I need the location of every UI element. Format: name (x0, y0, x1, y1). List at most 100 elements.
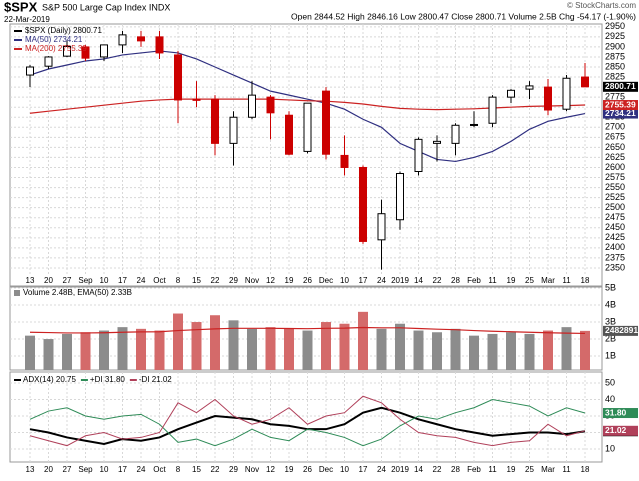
adx-line (29, 395, 586, 447)
x-tick-label: Mar (541, 276, 555, 285)
x-tick-label: Feb (467, 465, 481, 474)
candle-body (525, 85, 534, 90)
last-close-label: 2800.71 (605, 81, 636, 91)
adx-line (29, 399, 586, 447)
y-tick-label: 2600 (605, 162, 625, 172)
candle-body (44, 56, 53, 67)
y-tick-label: 2825 (605, 71, 625, 81)
x-tick-label: 28 (451, 465, 460, 474)
x-tick-label: 12 (266, 276, 275, 285)
x-tick-label: 24 (377, 465, 386, 474)
last-adx-label: 21.02 (605, 425, 627, 435)
y-tick-label: 2900 (605, 41, 625, 51)
x-tick-label: Dec (319, 276, 333, 285)
candle-body (359, 166, 367, 242)
candle-body (433, 140, 441, 144)
x-tick-label: 11 (562, 465, 571, 474)
x-tick-label: 22 (211, 465, 220, 474)
x-tick-label: 29 (229, 465, 238, 474)
y-tick-label: 2550 (605, 182, 625, 192)
x-tick-label: 13 (26, 276, 35, 285)
x-tick-label: 10 (340, 465, 349, 474)
x-tick-label: 8 (176, 276, 181, 285)
candle-body (137, 36, 145, 42)
y-tick-label: 2375 (605, 252, 625, 262)
candle-body (211, 98, 219, 144)
y-tick-label: 2875 (605, 51, 625, 61)
source: © StockCharts.com (567, 1, 636, 10)
x-tick-label: 24 (137, 465, 146, 474)
candle-body (81, 46, 90, 59)
last-adx-box (603, 425, 638, 436)
volume-bar (117, 327, 128, 370)
x-tick-label: Dec (319, 465, 333, 474)
quote: Open 2844.52 High 2846.16 Low 2800.47 Cl… (291, 11, 636, 21)
x-tick-label: 2019 (391, 276, 409, 285)
x-tick-label: Oct (153, 465, 166, 474)
x-tick-label: 18 (581, 276, 590, 285)
ema-line (29, 326, 586, 335)
last-ma-label: 2734.21 (605, 108, 636, 118)
candle-body (340, 154, 349, 168)
x-tick-label: 22 (433, 465, 442, 474)
volume-bar (450, 328, 461, 370)
volume-bar (413, 330, 424, 370)
x-tick-label: 2019 (391, 465, 409, 474)
y-tick-label: 2425 (605, 232, 625, 242)
last-close-box (603, 81, 638, 92)
legend-label: -DI 21.02 (139, 375, 172, 384)
x-tick-label: 11 (562, 276, 571, 285)
x-tick-label: 20 (44, 276, 53, 285)
chart-date: 22-Mar-2019 (4, 15, 50, 24)
y-tick-label: 2475 (605, 212, 625, 222)
candle-body (100, 44, 108, 58)
x-tick-label: Sep (78, 465, 93, 474)
volume-bar (154, 330, 165, 370)
last-volume-box (603, 325, 638, 336)
x-tick-label: 22 (211, 276, 220, 285)
candle-body (285, 114, 293, 155)
volume-bar (43, 339, 54, 370)
y-tick-label: 40 (605, 394, 615, 404)
x-tick-label: 24 (137, 276, 146, 285)
legend-label: ADX(14) 20.75 (23, 375, 76, 384)
candle-body (322, 90, 330, 155)
x-tick-label: 17 (118, 276, 127, 285)
volume-bar (580, 330, 590, 370)
y-tick-label: 10 (605, 443, 615, 453)
candle-body (248, 94, 256, 118)
y-tick-label: 2925 (605, 31, 625, 41)
volume-bar (543, 330, 553, 370)
volume-bar (191, 322, 202, 370)
x-tick-label: 24 (377, 276, 386, 285)
adx-panel (9, 371, 603, 463)
x-tick-label: Sep (78, 276, 93, 285)
candle-body (451, 124, 460, 144)
price-panel (9, 23, 603, 287)
volume-bar (265, 327, 276, 370)
x-tick-label: 27 (63, 276, 72, 285)
x-tick-label: 26 (303, 276, 312, 285)
candle-body (118, 34, 127, 46)
candle-body (544, 86, 552, 111)
x-tick-label: 10 (100, 276, 109, 285)
x-tick-label: 11 (488, 276, 497, 285)
volume-bar (80, 332, 91, 370)
ma-line (29, 50, 586, 163)
x-tick-label: 11 (488, 465, 497, 474)
legend-label: +DI 31.80 (90, 375, 125, 384)
y-tick-label: 2450 (605, 222, 625, 232)
volume-bar (173, 313, 183, 370)
volume-bar (284, 328, 294, 370)
volume-bar (487, 333, 498, 370)
candle-body (63, 46, 71, 57)
x-tick-label: 19 (507, 276, 516, 285)
candle-body (229, 116, 238, 144)
last-adx-box (603, 408, 638, 419)
legend-label: MA(200) 2755.39 (25, 44, 87, 53)
volume-bar (376, 328, 387, 370)
volume-bar (395, 323, 405, 370)
x-tick-label: 13 (26, 465, 35, 474)
